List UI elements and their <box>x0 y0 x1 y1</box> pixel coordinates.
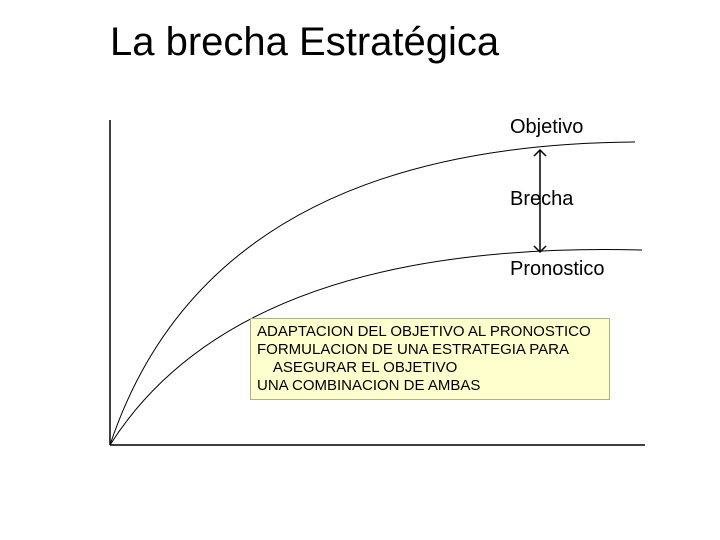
label-brecha: Brecha <box>510 188 573 211</box>
label-pronostico: Pronostico <box>510 258 605 281</box>
note-box: ADAPTACION DEL OBJETIVO AL PRONOSTICO FO… <box>250 318 610 400</box>
slide: La brecha Estratégica Objetivo Brecha Pr… <box>0 0 720 540</box>
label-objetivo: Objetivo <box>510 116 583 139</box>
slide-title: La brecha Estratégica <box>110 20 499 65</box>
chart-area <box>90 100 645 470</box>
